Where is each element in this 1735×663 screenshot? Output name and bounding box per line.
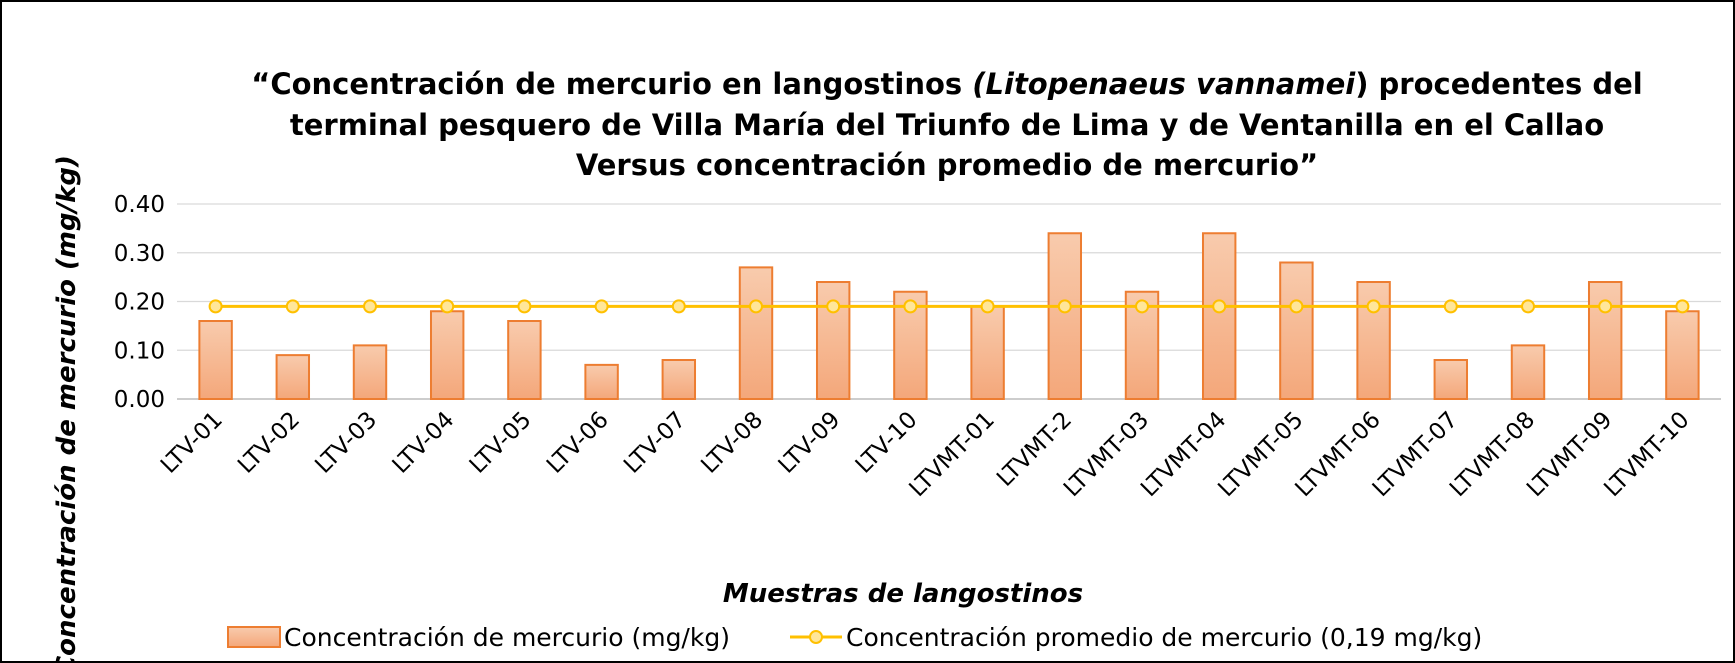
line-marker (1057, 299, 1072, 314)
line-marker (1521, 299, 1535, 314)
bar (584, 363, 619, 400)
y-tick-label: 0.40 (114, 192, 165, 218)
title-part: ) procedentes del (1355, 67, 1643, 101)
title-part: (Litopenaeus vannamei (972, 67, 1356, 101)
x-axis-title: Muestras de langostinos (723, 579, 1083, 609)
y-tick-label: 0.30 (114, 241, 165, 267)
bar (738, 266, 774, 400)
line-marker (749, 299, 763, 314)
bar (352, 344, 388, 400)
bar (1124, 290, 1160, 400)
legend-marker (809, 630, 823, 644)
chart-title: terminal pesquero de Villa María del Tri… (290, 108, 1604, 142)
line-marker (903, 299, 918, 314)
line-marker (980, 299, 995, 314)
line-marker (363, 299, 377, 314)
y-axis-title: Concentración de mercurio (mg/kg) (52, 155, 82, 663)
line-marker (1598, 299, 1613, 314)
line-marker (285, 299, 300, 314)
bar (198, 320, 233, 400)
bar (275, 354, 311, 400)
legend-swatch (227, 626, 281, 648)
line-marker (1212, 299, 1227, 314)
line-marker (671, 299, 686, 314)
bar (1201, 232, 1237, 400)
line-marker (594, 299, 609, 314)
legend-label: Concentración de mercurio (mg/kg) (284, 623, 730, 652)
y-tick-label: 0.20 (114, 290, 165, 316)
legend-label: Concentración promedio de mercurio (0,19… (846, 623, 1482, 652)
chart-title: Versus concentración promedio de mercuri… (576, 148, 1318, 182)
bar (1510, 344, 1546, 400)
line-marker (1366, 299, 1381, 314)
bar (970, 305, 1005, 400)
line-marker (517, 299, 532, 314)
bar (1047, 232, 1083, 400)
line-marker (1675, 299, 1690, 314)
line-marker (1135, 299, 1149, 314)
bar (507, 320, 542, 400)
bar (1665, 310, 1700, 400)
bar (1433, 359, 1469, 400)
bar (429, 310, 465, 400)
bar (1279, 261, 1314, 400)
bar (661, 359, 697, 400)
y-tick-label: 0.10 (114, 338, 165, 364)
y-tick-label: 0.00 (114, 387, 165, 413)
line-marker (826, 299, 841, 314)
line-marker (1443, 299, 1458, 314)
line-marker (1289, 299, 1304, 314)
chart-title: “Concentración de mercurio en langostino… (251, 67, 1642, 101)
title-part: “Concentración de mercurio en langostino… (251, 67, 972, 101)
line-marker (440, 299, 455, 314)
bar (893, 290, 928, 400)
line-marker (208, 299, 223, 314)
